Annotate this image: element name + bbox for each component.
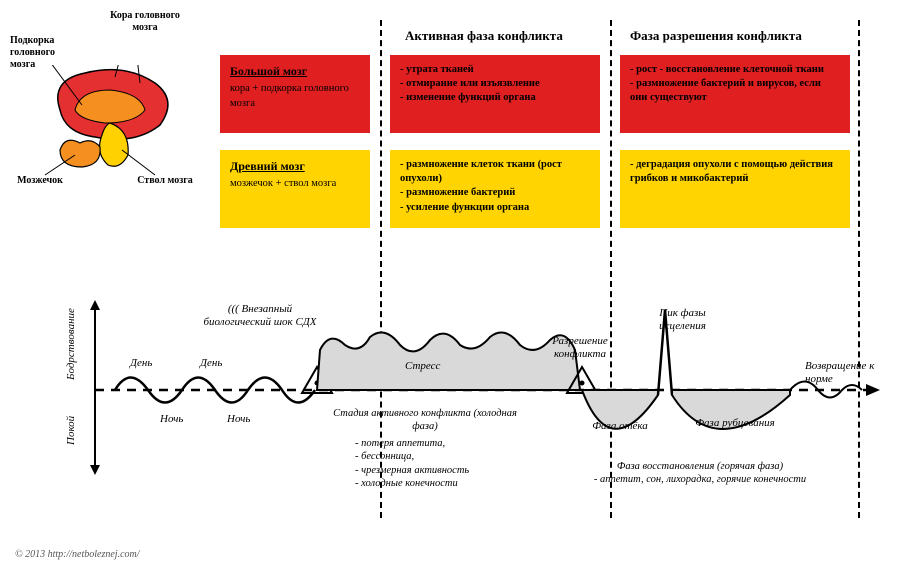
label-scar: Фаза рубцевания [695, 417, 775, 430]
box-old-brain-resolution: деградация опухоли с помощью действия гр… [620, 150, 850, 228]
label-edema: Фаза отёка [585, 420, 655, 433]
list-item: размножение бактерий [400, 186, 590, 200]
axis-top-label: Бодрствование [65, 308, 77, 380]
diagram-root: Подкорка головного мозга Кора головного … [0, 0, 900, 568]
list-item: рост - восстановление клеточной ткани [630, 63, 840, 77]
list-item: усиление функции органа [400, 201, 590, 215]
list-item: изменение функций органа [400, 91, 590, 105]
recovery-items: - аппетит, сон, лихорадка, горячие конеч… [585, 473, 815, 486]
recovery-title: Фаза восстановления (горячая фаза) [585, 460, 815, 473]
label-cortex: Кора головного мозга [95, 10, 195, 34]
graph: Бодрствование Покой [70, 295, 890, 525]
list-r2c3: деградация опухоли с помощью действия гр… [630, 158, 840, 186]
label-shock: ((( Внезапный биологический шок СДХ [200, 303, 320, 329]
active-stage-title: Стадия активного конфликта (холодная фаз… [325, 407, 525, 433]
footer-copyright: © 2013 http://netboleznej.com/ [15, 549, 140, 560]
list-item: размножение бактерий и вирусов, если они… [630, 77, 840, 105]
list-item: утрата тканей [400, 63, 590, 77]
label-stress: Стресс [405, 360, 440, 373]
label-peak: Пик фазы исцеления [645, 307, 720, 333]
list-r1c2: утрата тканейотмирание или изъязвлениеиз… [400, 63, 590, 106]
big-brain-title: Большой мозг [230, 63, 360, 79]
box-big-brain-resolution: рост - восстановление клеточной тканираз… [620, 55, 850, 133]
label-day1: День [130, 357, 152, 370]
list-item: отмирание или изъязвление [400, 77, 590, 91]
axis-bottom-label: Покой [65, 416, 77, 445]
list-r2c2: размножение клеток ткани (рост опухоли)р… [400, 158, 590, 215]
box-old-brain-active: размножение клеток ткани (рост опухоли)р… [390, 150, 600, 228]
list-item: размножение клеток ткани (рост опухоли) [400, 158, 590, 186]
label-recovery: Фаза восстановления (горячая фаза) - апп… [585, 460, 815, 486]
list-r1c3: рост - восстановление клеточной тканираз… [630, 63, 840, 106]
label-active-stage: Стадия активного конфликта (холодная фаз… [325, 407, 525, 490]
label-return: Возвращение к норме [805, 360, 890, 386]
box-old-brain-label: Древний мозг мозжечок + ствол мозга [220, 150, 370, 228]
big-brain-sub: кора + подкорка головного мозга [230, 83, 349, 109]
box-big-brain-label: Большой мозг кора + подкорка головного м… [220, 55, 370, 133]
box-big-brain-active: утрата тканейотмирание или изъязвлениеиз… [390, 55, 600, 133]
header-active-phase: Активная фаза конфликта [405, 28, 563, 44]
header-resolution-phase: Фаза разрешения конфликта [630, 28, 802, 44]
label-day2: День [200, 357, 222, 370]
brain-icon [40, 65, 190, 180]
label-night1: Ночь [160, 413, 183, 426]
brain-diagram: Подкорка головного мозга Кора головного … [10, 10, 205, 200]
label-night2: Ночь [227, 413, 250, 426]
old-brain-title: Древний мозг [230, 158, 360, 174]
list-item: деградация опухоли с помощью действия гр… [630, 158, 840, 186]
old-brain-sub: мозжечок + ствол мозга [230, 178, 336, 189]
label-resolution: Разрешение конфликта [540, 335, 620, 361]
active-stage-items: - потеря аппетита, - бессонница, - чрезм… [355, 437, 525, 490]
